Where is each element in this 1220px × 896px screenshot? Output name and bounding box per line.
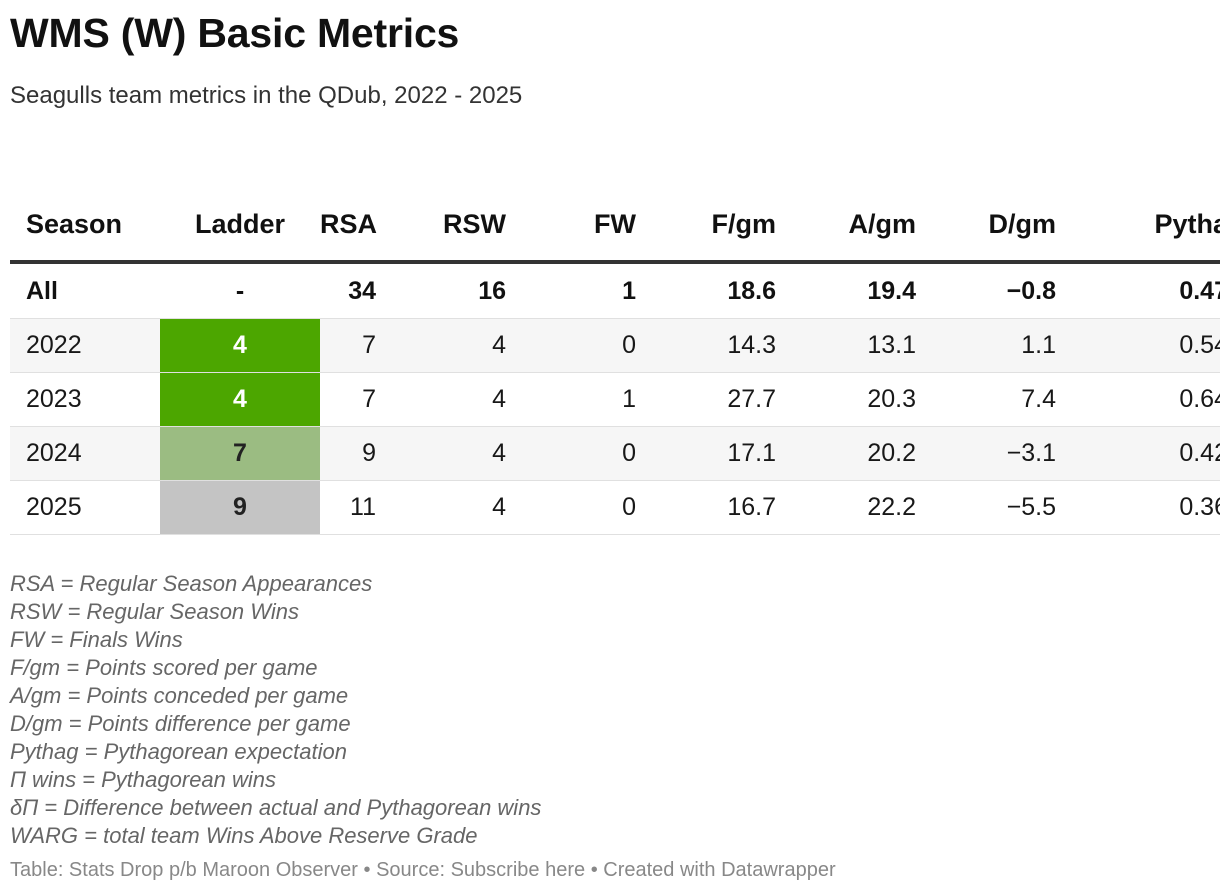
footer-source-prefix: Source: — [376, 859, 446, 881]
header-d-gm[interactable]: D/gm — [928, 188, 1068, 264]
cell-season: All — [10, 262, 160, 319]
note-line: A/gm = Points conceded per game — [10, 683, 349, 708]
cell-fw: 0 — [518, 426, 648, 481]
cell-a-gm: 20.3 — [788, 372, 928, 427]
cell-rsw: 4 — [388, 426, 518, 481]
cell-pytha: 0.42 — [1068, 426, 1220, 481]
header-rsa[interactable]: RSA — [320, 188, 388, 264]
note-line: δΠ = Difference between actual and Pytha… — [10, 795, 542, 820]
abbreviation-notes: RSA = Regular Season Appearances RSW = R… — [10, 570, 541, 850]
cell-rsa: 7 — [320, 372, 388, 427]
header-ladder[interactable]: Ladder — [160, 188, 320, 264]
cell-rsw: 4 — [388, 372, 518, 427]
header-fw[interactable]: FW — [518, 188, 648, 264]
footer-created-with[interactable]: Created with Datawrapper — [603, 859, 836, 881]
note-line: FW = Finals Wins — [10, 627, 183, 652]
cell-rsa: 11 — [320, 480, 388, 535]
note-line: Π wins = Pythagorean wins — [10, 767, 277, 792]
cell-ladder: - — [160, 262, 320, 319]
table-row-total: All - 34 16 1 18.6 19.4 −0.8 0.47 — [10, 262, 1220, 319]
cell-fw: 1 — [518, 262, 648, 319]
cell-ladder: 7 — [160, 426, 320, 481]
cell-season: 2023 — [10, 372, 160, 427]
cell-fw: 1 — [518, 372, 648, 427]
cell-rsa: 9 — [320, 426, 388, 481]
cell-pytha: 0.47 — [1068, 262, 1220, 319]
table-row: 2024 7 9 4 0 17.1 20.2 −3.1 0.42 — [10, 426, 1220, 481]
cell-season: 2022 — [10, 318, 160, 373]
header-rsw[interactable]: RSW — [388, 188, 518, 264]
cell-ladder: 4 — [160, 372, 320, 427]
cell-a-gm: 19.4 — [788, 262, 928, 319]
table-header-row: Season Ladder RSA RSW FW F/gm A/gm D/gm … — [10, 188, 1220, 264]
cell-rsw: 4 — [388, 318, 518, 373]
cell-rsw: 16 — [388, 262, 518, 319]
cell-f-gm: 16.7 — [648, 480, 788, 535]
cell-f-gm: 14.3 — [648, 318, 788, 373]
table-row: 2025 9 11 4 0 16.7 22.2 −5.5 0.36 — [10, 480, 1220, 535]
cell-rsw: 4 — [388, 480, 518, 535]
cell-a-gm: 13.1 — [788, 318, 928, 373]
header-a-gm[interactable]: A/gm — [788, 188, 928, 264]
note-line: D/gm = Points difference per game — [10, 711, 351, 736]
cell-rsa: 34 — [320, 262, 388, 319]
footer: Table: Stats Drop p/b Maroon Observer • … — [10, 859, 836, 882]
cell-ladder: 4 — [160, 318, 320, 373]
cell-d-gm: −0.8 — [928, 262, 1068, 319]
cell-d-gm: 7.4 — [928, 372, 1068, 427]
cell-d-gm: 1.1 — [928, 318, 1068, 373]
cell-d-gm: −5.5 — [928, 480, 1068, 535]
cell-pytha: 0.54 — [1068, 318, 1220, 373]
cell-f-gm: 18.6 — [648, 262, 788, 319]
cell-fw: 0 — [518, 318, 648, 373]
cell-season: 2025 — [10, 480, 160, 535]
note-line: F/gm = Points scored per game — [10, 655, 318, 680]
cell-a-gm: 20.2 — [788, 426, 928, 481]
footer-separator: • — [363, 859, 371, 881]
cell-a-gm: 22.2 — [788, 480, 928, 535]
cell-ladder: 9 — [160, 480, 320, 535]
metrics-table-container[interactable]: Season Ladder RSA RSW FW F/gm A/gm D/gm … — [10, 188, 1220, 535]
footer-source-link[interactable]: Subscribe here — [450, 859, 586, 881]
table-row: 2023 4 7 4 1 27.7 20.3 7.4 0.64 — [10, 372, 1220, 427]
cell-fw: 0 — [518, 480, 648, 535]
metrics-table: Season Ladder RSA RSW FW F/gm A/gm D/gm … — [10, 188, 1220, 535]
cell-rsa: 7 — [320, 318, 388, 373]
cell-f-gm: 17.1 — [648, 426, 788, 481]
header-pytha[interactable]: Pytha — [1068, 188, 1220, 264]
note-line: WARG = total team Wins Above Reserve Gra… — [10, 823, 478, 848]
note-line: RSA = Regular Season Appearances — [10, 571, 373, 596]
cell-season: 2024 — [10, 426, 160, 481]
header-season[interactable]: Season — [10, 188, 160, 264]
cell-d-gm: −3.1 — [928, 426, 1068, 481]
cell-pytha: 0.64 — [1068, 372, 1220, 427]
cell-f-gm: 27.7 — [648, 372, 788, 427]
footer-separator: • — [590, 859, 598, 881]
table-row: 2022 4 7 4 0 14.3 13.1 1.1 0.54 — [10, 318, 1220, 373]
footer-table-credit: Table: Stats Drop p/b Maroon Observer — [10, 859, 358, 881]
header-f-gm[interactable]: F/gm — [648, 188, 788, 264]
chart-subtitle: Seagulls team metrics in the QDub, 2022 … — [10, 82, 523, 109]
chart-title: WMS (W) Basic Metrics — [10, 10, 460, 56]
note-line: Pythag = Pythagorean expectation — [10, 739, 347, 764]
cell-pytha: 0.36 — [1068, 480, 1220, 535]
note-line: RSW = Regular Season Wins — [10, 599, 299, 624]
